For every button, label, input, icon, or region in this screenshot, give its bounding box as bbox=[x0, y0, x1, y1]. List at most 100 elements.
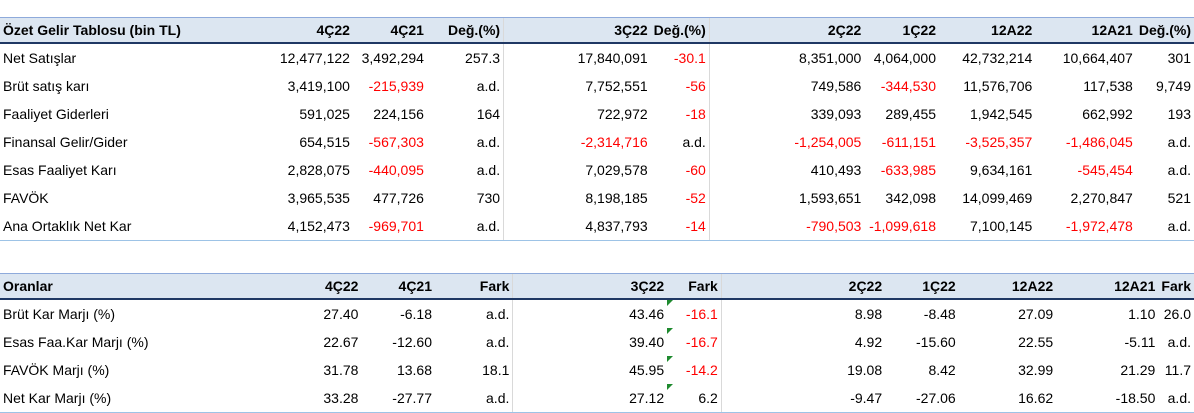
column-header: 12A22 bbox=[939, 17, 1036, 44]
column-header: 3Ç22 bbox=[503, 17, 651, 44]
table-cell: -27.06 bbox=[885, 384, 959, 413]
row-label: Net Kar Marjı (%) bbox=[0, 384, 198, 413]
table-cell: -16.1 bbox=[667, 299, 721, 328]
table-cell: -1,099,618 bbox=[864, 212, 940, 241]
row-label: Net Satışlar bbox=[3, 50, 77, 66]
table-cell: 9,634,161 bbox=[970, 162, 1033, 178]
table-cell: -6.18 bbox=[400, 306, 432, 322]
table-row: Finansal Gelir/Gider 654,515 -567,303 a.d. -… bbox=[0, 128, 1194, 156]
row-label: Brüt Kar Marjı (%) bbox=[3, 306, 116, 322]
table1-title: Özet Gelir Tablosu (bin TL) bbox=[0, 17, 198, 44]
table-cell: 2,828,075 bbox=[287, 162, 350, 178]
table-cell: -52 bbox=[685, 190, 706, 206]
table-cell: -56 bbox=[685, 78, 706, 94]
table-cell: 26.0 bbox=[1163, 306, 1191, 322]
column-header: 4Ç21 bbox=[361, 273, 435, 300]
table-cell: 749,586 bbox=[708, 72, 865, 100]
table-cell: 117,538 bbox=[1083, 78, 1133, 94]
table-cell: 7,100,145 bbox=[939, 212, 1036, 241]
table-cell: -611,151 bbox=[881, 134, 937, 150]
table-cell: 410,493 bbox=[708, 156, 865, 184]
row-label: FAVÖK bbox=[3, 190, 49, 206]
table-cell: 14,099,469 bbox=[962, 190, 1033, 206]
table-cell: 654,515 bbox=[299, 134, 350, 150]
table-cell: 1,942,545 bbox=[970, 106, 1033, 122]
table-cell: 477,726 bbox=[373, 190, 424, 206]
table-cell: 9,749 bbox=[1155, 78, 1191, 94]
ratios-table: Oranlar 4Ç22 4Ç21 Fark 3Ç22 Fark 2Ç22 1Ç22 12A22… bbox=[0, 273, 1194, 413]
table-cell: a.d. bbox=[486, 334, 510, 350]
table-cell: -1,972,478 bbox=[1035, 212, 1136, 241]
table-cell: -15.60 bbox=[916, 334, 956, 350]
column-header: 3Ç22 bbox=[512, 273, 668, 300]
row-label: Faaliyet Giderleri bbox=[3, 106, 109, 122]
table-cell: 289,455 bbox=[885, 106, 937, 122]
row-label: Esas Faaliyet Karı bbox=[3, 162, 117, 178]
table-cell: a.d. bbox=[1167, 134, 1191, 150]
table-cell: a.d. bbox=[426, 212, 504, 241]
row-label: Esas Faa.Kar Marjı (%) bbox=[3, 334, 149, 350]
table-row: Brüt satış karı 3,419,100 -215,939 a.d. 7,75… bbox=[0, 72, 1194, 100]
table-cell: 13.68 bbox=[396, 362, 432, 378]
row-label: FAVÖK Marjı (%) bbox=[3, 362, 110, 378]
table-cell: a.d. bbox=[476, 78, 501, 94]
table-cell: 18.1 bbox=[482, 362, 510, 378]
table-row: Brüt Kar Marjı (%) 27.40 -6.18 a.d. 43.46 -16… bbox=[0, 299, 1194, 328]
table-cell: -9.47 bbox=[720, 384, 886, 413]
table-cell: -5.11 bbox=[1124, 334, 1156, 350]
table-cell: 662,992 bbox=[1082, 106, 1133, 122]
table-row: Esas Faa.Kar Marjı (%) 22.67 -12.60 a.d. 39.… bbox=[0, 328, 1194, 356]
table-cell: a.d. bbox=[1167, 334, 1191, 350]
table-cell: 12,477,122 bbox=[279, 50, 350, 66]
table-cell: 224,156 bbox=[373, 106, 424, 122]
table-cell: 11.7 bbox=[1164, 362, 1191, 378]
table-cell: a.d. bbox=[476, 134, 501, 150]
table-row: Net Kar Marjı (%) 33.28 -27.77 a.d. 27.12 6.2… bbox=[0, 384, 1194, 413]
table-cell: -18 bbox=[685, 106, 706, 122]
table-cell: -30.1 bbox=[673, 50, 706, 66]
table-row: FAVÖK 3,965,535 477,726 730 8,198,185 -52 1,59… bbox=[0, 184, 1194, 212]
table-cell: 17,840,091 bbox=[503, 43, 651, 72]
table-cell: 342,098 bbox=[885, 190, 937, 206]
column-header: Fark bbox=[667, 273, 722, 300]
table-cell: 8.98 bbox=[720, 299, 886, 328]
column-header: 2Ç22 bbox=[708, 17, 865, 44]
table-cell: 27.09 bbox=[1018, 306, 1054, 322]
table-cell: 7,752,551 bbox=[503, 72, 651, 100]
table-cell: a.d. bbox=[682, 134, 706, 150]
table-row: Faaliyet Giderleri 591,025 224,156 164 722,9… bbox=[0, 100, 1194, 128]
table-cell: 3,419,100 bbox=[287, 78, 350, 94]
table1-header-row: Özet Gelir Tablosu (bin TL) 4Ç22 4Ç21 Değ.(… bbox=[0, 17, 1194, 44]
table-row: Esas Faaliyet Karı 2,828,075 -440,095 a.d. 7… bbox=[0, 156, 1194, 184]
table-cell: 2,270,847 bbox=[1070, 190, 1133, 206]
column-header: 12A22 bbox=[958, 273, 1057, 300]
column-header: 12A21 bbox=[1035, 17, 1136, 44]
table-cell: 10,664,407 bbox=[1062, 50, 1133, 66]
income-summary-table: Özet Gelir Tablosu (bin TL) 4Ç22 4Ç21 Değ.(… bbox=[0, 17, 1194, 241]
column-header: Değ.(%) bbox=[650, 17, 710, 44]
column-header: 2Ç22 bbox=[720, 273, 886, 300]
table-cell: -8.48 bbox=[923, 306, 956, 322]
table-cell: 3,492,294 bbox=[361, 50, 424, 66]
table-cell: -344,530 bbox=[880, 78, 937, 94]
table-cell: 32.99 bbox=[1018, 362, 1054, 378]
table-cell: 193 bbox=[1167, 106, 1191, 122]
table-cell: 16.62 bbox=[958, 384, 1057, 413]
table-cell: 11,576,706 bbox=[963, 78, 1033, 94]
table-cell: 39.40 bbox=[512, 328, 668, 356]
column-header: 1Ç22 bbox=[864, 17, 940, 44]
column-header: 4Ç21 bbox=[352, 17, 427, 44]
table-cell: 6.2 bbox=[667, 384, 722, 413]
table-cell: -60 bbox=[685, 162, 706, 178]
row-label: Finansal Gelir/Gider bbox=[3, 134, 128, 150]
table-cell: 301 bbox=[1167, 50, 1191, 66]
table-cell: 8,351,000 bbox=[708, 43, 865, 72]
table-cell: 7,029,578 bbox=[503, 156, 651, 184]
table-cell: 8.42 bbox=[928, 362, 956, 378]
table-row: Ana Ortaklık Net Kar 4,152,473 -969,701 a.d… bbox=[0, 212, 1194, 241]
table-cell: 164 bbox=[476, 106, 501, 122]
table-cell: 8,198,185 bbox=[503, 184, 651, 212]
table-cell: -14 bbox=[650, 212, 710, 241]
table-cell: 4,152,473 bbox=[197, 212, 353, 241]
table-cell: -215,939 bbox=[368, 78, 424, 94]
